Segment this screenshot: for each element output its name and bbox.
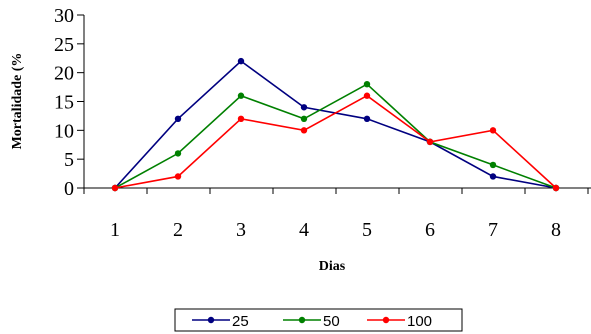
- y-tick-label: 10: [54, 120, 74, 142]
- y-tick-label: 20: [54, 63, 74, 85]
- legend: 25 50 100: [174, 308, 463, 332]
- data-point-50: [489, 161, 497, 169]
- series-line-50: [114, 83, 557, 189]
- data-point-50: [237, 92, 245, 99]
- data-point-100: [489, 127, 497, 134]
- data-point-25: [237, 57, 245, 65]
- data-point-100: [363, 92, 371, 99]
- legend-label-25: 25: [232, 313, 249, 330]
- x-axis-title: Dias: [319, 259, 346, 274]
- x-tick-label: 1: [110, 219, 120, 241]
- legend-marker-100: [382, 316, 390, 324]
- plot-area: [111, 57, 560, 192]
- data-point-25: [489, 173, 497, 180]
- x-tick-label: 8: [551, 219, 561, 241]
- data-point-100: [237, 115, 245, 123]
- data-point-50: [174, 150, 182, 157]
- y-axis: 0 5 10 15 20 25 30: [54, 5, 85, 200]
- data-point-50: [300, 115, 308, 123]
- legend-label-50: 50: [323, 313, 340, 330]
- x-tick-label: 7: [488, 219, 498, 241]
- y-tick-label: 30: [54, 5, 74, 27]
- legend-marker-25: [207, 316, 215, 324]
- y-tick-label: 25: [54, 34, 74, 56]
- data-point-100: [300, 127, 308, 134]
- data-point-100: [552, 184, 560, 192]
- legend-marker-50: [298, 316, 306, 324]
- y-tick-label: 5: [64, 149, 74, 171]
- y-tick-label: 15: [54, 92, 74, 114]
- x-tick-label: 6: [425, 219, 435, 241]
- data-point-100: [111, 184, 119, 192]
- y-tick-label: 0: [64, 178, 74, 200]
- data-point-25: [300, 104, 308, 111]
- x-axis: 1 2 3 4 5 6 7 8: [83, 187, 591, 241]
- x-tick-label: 2: [173, 219, 183, 241]
- data-point-25: [174, 115, 182, 123]
- data-point-100: [426, 138, 434, 146]
- legend-label-100: 100: [407, 313, 432, 330]
- x-tick-label: 3: [236, 219, 246, 241]
- data-point-50: [363, 81, 371, 88]
- x-tick-label: 5: [362, 219, 372, 241]
- series-line-25: [114, 60, 557, 189]
- data-point-25: [363, 115, 371, 123]
- data-point-100: [174, 173, 182, 180]
- series-line-100: [114, 94, 557, 189]
- y-axis-title: Mortalidade (%: [10, 53, 25, 150]
- x-tick-label: 4: [299, 219, 309, 241]
